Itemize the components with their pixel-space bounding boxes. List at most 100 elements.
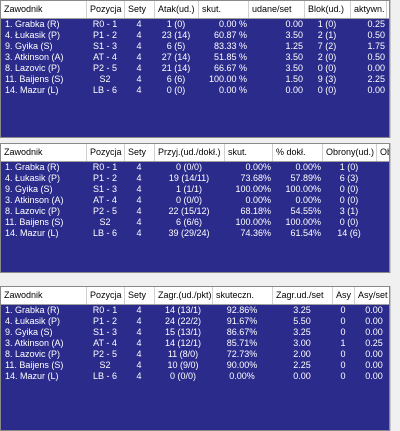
table-cell: 57.89% [290,173,321,183]
table-cell: 60.87 % [213,30,247,40]
table-cell: 0.00 [365,305,383,315]
table-cell: 8. Lazovic (P) [5,349,61,359]
table-cell: 14. Mazur (L) [5,371,59,381]
table-row[interactable]: 8. Lazovic (P) P2 - 5 4 11 (8/0) 72.73% 2.00 0… [1,349,389,360]
table-row[interactable]: 4. Łukasik (P) P1 - 2 4 24 (22/2) 91.67% 5.50… [1,316,389,327]
table-cell: 4 [136,41,142,51]
table-cell: 14 (13/1) [164,305,202,315]
table-cell: 0.00 [365,327,383,337]
table-cell: 6 (3) [339,173,359,183]
column-header-col-b[interactable]: skut. [199,1,249,18]
reception-defense-table[interactable]: Zawodnik Pozycja Sety Przyj.(ud./dokł.) skut… [0,143,390,273]
table-cell: 100.00% [235,184,271,194]
table-cell: 8. Lazovic (P) [5,63,61,73]
table-cell: 54.55% [290,206,321,216]
table-cell: 14. Mazur (L) [5,228,59,238]
table-cell: 0.00 [377,217,389,228]
table-cell: 73.68% [240,173,271,183]
column-header-col-player[interactable]: Zawodnik [1,1,87,18]
table-row[interactable]: 8. Lazovic (P) P2 - 5 4 22 (15/12) 68.18% 54.… [1,206,389,217]
table-header[interactable]: Zawodnik Pozycja Sety Zagr.(ud./pkt) skutecz… [1,287,389,305]
column-header-col-sets[interactable]: Sety [125,1,155,18]
column-header-col-b[interactable]: skut. [225,144,273,161]
table-cell: 4 [136,327,142,337]
table-cell: 0 [340,349,346,359]
column-header-col-e[interactable]: aktywn. [351,1,387,18]
table-cell: 3.25 [293,305,311,315]
column-header-col-d[interactable]: Blok(ud.) [305,1,351,18]
table-cell: 0 [340,327,346,337]
serve-table[interactable]: Zawodnik Pozycja Sety Zagr.(ud./pkt) skutecz… [0,286,390,431]
table-cell: S1 - 3 [92,327,117,337]
column-header-col-player[interactable]: Zawodnik [1,287,87,304]
table-cell: 4 [136,195,142,205]
table-cell: 0 [340,305,346,315]
column-header-col-e[interactable]: Obr./set [377,144,389,161]
table-cell: 0.00% [229,371,255,381]
table-cell: 21 (14) [161,63,191,73]
column-header-col-b[interactable]: skuteczn. [213,287,273,304]
table-cell: 1 (0) [339,162,359,172]
table-row[interactable]: 3. Atkinson (A) AT - 4 4 27 (14) 51.85 % 3.50… [1,52,389,63]
table-row[interactable]: 1. Grabka (R) R0 - 1 4 14 (13/1) 92.86% 3.25 0… [1,305,389,316]
table-row[interactable]: 3. Atkinson (A) AT - 4 4 14 (12/1) 85.71% 3.0… [1,338,389,349]
table-cell: 9. Gyika (S) [5,41,53,51]
table-cell: P2 - 5 [92,349,117,359]
table-cell: 83.33 % [213,41,247,51]
column-header-col-sets[interactable]: Sety [125,144,155,161]
table-row[interactable]: 4. Łukasik (P) P1 - 2 4 19 (14/11) 73.68% 57.… [1,173,389,184]
table-cell: S2 [99,360,111,370]
table-body: 1. Grabka (R) R0 - 1 4 1 (0) 0.00 % 0.00 1 (0)… [1,19,389,96]
scrollbar[interactable] [390,0,400,138]
table-row[interactable]: 14. Mazur (L) LB - 6 4 0 (0) 0.00 % 0.00 0 (0)… [1,85,389,96]
table-row[interactable]: 4. Łukasik (P) P1 - 2 4 23 (14) 60.87 % 3.50 2… [1,30,389,41]
table-row[interactable]: 9. Gyika (S) S1 - 3 4 15 (13/1) 86.67% 3.25 0 0… [1,327,389,338]
table-row[interactable]: 8. Lazovic (P) P2 - 5 4 21 (14) 66.67 % 3.50 0… [1,63,389,74]
attack-block-table[interactable]: Zawodnik Pozycja Sety Atak(ud.) skut. udane/s… [0,0,390,138]
table-body: 1. Grabka (R) R0 - 1 4 14 (13/1) 92.86% 3.25 0… [1,305,389,382]
column-header-col-position[interactable]: Pozycja [87,1,125,18]
scrollbar[interactable] [390,286,400,431]
column-header-col-position[interactable]: Pozycja [87,144,125,161]
column-header-col-e[interactable]: Asy/set [355,287,389,304]
column-header-col-c[interactable]: Zagr.ud./set [273,287,333,304]
table-cell: 86.67% [226,327,258,337]
table-cell: 4 [136,217,142,227]
table-cell: 61.54% [290,228,321,238]
table-row[interactable]: 11. Baijens (S) S2 4 10 (9/0) 90.00% 2.25 0 0.0… [1,360,389,371]
table-row[interactable]: 11. Baijens (S) S2 4 6 (6) 100.00 % 1.50 9 (3)… [1,74,389,85]
column-header-col-d[interactable]: Obrony(ud.) [323,144,377,161]
column-header-col-player[interactable]: Zawodnik [1,144,87,161]
table-cell: 4 [136,305,142,315]
table-cell: 4 [136,206,142,216]
table-cell: LB - 6 [92,85,117,95]
column-header-col-position[interactable]: Pozycja [87,287,125,304]
column-header-col-a[interactable]: Przyj.(ud./dokł.) [155,144,225,161]
table-row[interactable]: 3. Atkinson (A) AT - 4 4 0 (0/0) 0.00% 0.00% 0… [1,195,389,206]
table-cell: 1. Grabka (R) [5,19,60,29]
table-cell: 4 [136,338,142,348]
table-row[interactable]: 9. Gyika (S) S1 - 3 4 1 (1/1) 100.00% 100.00%… [1,184,389,195]
column-header-col-sets[interactable]: Sety [125,287,155,304]
table-row[interactable]: 14. Mazur (L) LB - 6 4 39 (29/24) 74.36% 61.5… [1,228,389,239]
column-header-col-c[interactable]: udane/set [249,1,305,18]
table-row[interactable]: 1. Grabka (R) R0 - 1 4 1 (0) 0.00 % 0.00 1 (0)… [1,19,389,30]
table-header[interactable]: Zawodnik Pozycja Sety Przyj.(ud./dokł.) skut… [1,144,389,162]
table-row[interactable]: 9. Gyika (S) S1 - 3 4 6 (5) 83.33 % 1.25 7 (2)… [1,41,389,52]
table-row[interactable]: 11. Baijens (S) S2 4 6 (6/6) 100.00% 100.00% 0… [1,217,389,228]
table-row[interactable]: 14. Mazur (L) LB - 6 4 0 (0/0) 0.00% 0.00 0 0.0… [1,371,389,382]
table-cell: 8. Lazovic (P) [5,206,61,216]
table-cell: 72.73% [226,349,258,359]
column-header-col-c[interactable]: % dokł. [273,144,323,161]
column-header-col-a[interactable]: Zagr.(ud./pkt) [155,287,213,304]
column-header-col-a[interactable]: Atak(ud.) [155,1,199,18]
table-cell: 14. Mazur (L) [5,85,59,95]
table-cell: 0 (0) [317,85,337,95]
table-cell: 4 [136,360,142,370]
table-row[interactable]: 1. Grabka (R) R0 - 1 4 0 (0/0) 0.00% 0.00% 1 (… [1,162,389,173]
table-header[interactable]: Zawodnik Pozycja Sety Atak(ud.) skut. udane/s… [1,1,389,19]
column-header-col-d[interactable]: Asy [333,287,355,304]
table-cell: 0 (0/0) [175,162,202,172]
table-cell: 1.50 [285,74,303,84]
scrollbar[interactable] [390,143,400,273]
